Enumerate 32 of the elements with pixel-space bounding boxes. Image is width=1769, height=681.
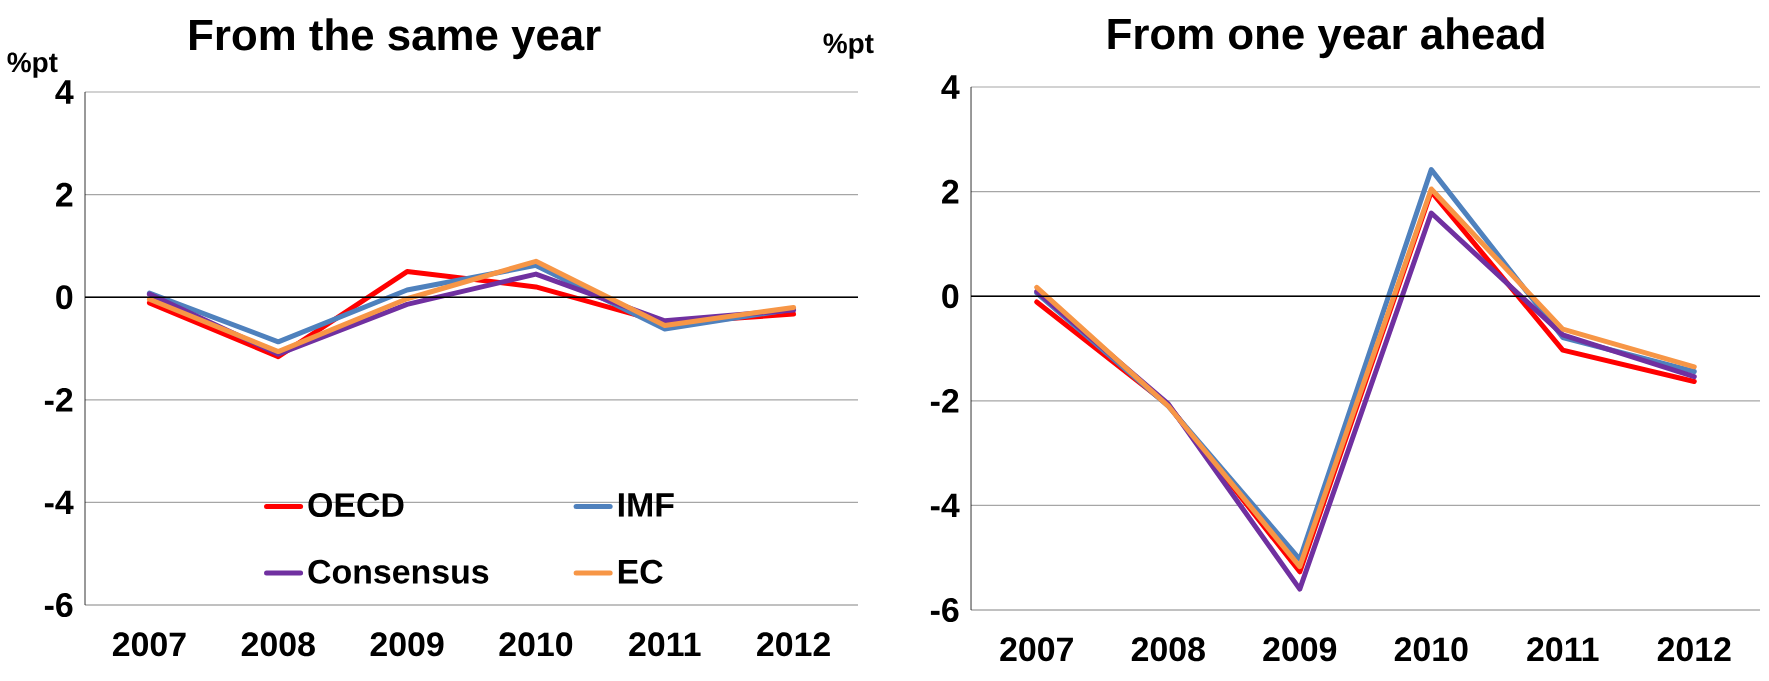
y-tick-label: 4 xyxy=(55,80,74,104)
y-tick-label: -4 xyxy=(44,490,74,515)
legend-label: OECD xyxy=(308,493,404,518)
x-tick-label: 2010 xyxy=(499,632,573,657)
x-tick-label: 2008 xyxy=(1131,637,1205,662)
y-tick-label: -2 xyxy=(44,387,73,412)
x-tick-label: 2012 xyxy=(757,632,830,657)
y-tick-label: 0 xyxy=(56,285,73,310)
x-tick-label: 2009 xyxy=(1263,637,1337,662)
y-tick-label: -2 xyxy=(930,388,959,413)
y-tick-label: 4 xyxy=(941,75,960,99)
x-tick-label: 2012 xyxy=(1657,637,1731,662)
chart-title: From one year ahead xyxy=(1108,17,1544,59)
x-tick-label: 2011 xyxy=(629,632,701,657)
legend-label: IMF xyxy=(618,493,674,517)
x-tick-label: 2010 xyxy=(1394,637,1468,662)
x-tick-label: 2007 xyxy=(112,632,186,657)
y-tick-label: -6 xyxy=(930,598,959,622)
y-tick-label: -6 xyxy=(44,593,73,617)
y-tick-label: 2 xyxy=(56,182,73,207)
x-tick-label: 2007 xyxy=(1000,637,1073,662)
y-axis-title: %pt xyxy=(823,33,874,59)
x-tick-label: 2011 xyxy=(1527,637,1599,662)
y-axis-title: %pt xyxy=(7,52,58,78)
y-tick-label: -4 xyxy=(930,493,960,518)
x-tick-label: 2008 xyxy=(241,632,315,657)
y-tick-label: 0 xyxy=(942,284,959,309)
legend-label: Consensus xyxy=(308,559,489,584)
y-tick-label: 2 xyxy=(942,179,959,204)
x-tick-label: 2009 xyxy=(370,632,444,657)
chart-title: From the same year xyxy=(190,18,601,60)
legend-label: EC xyxy=(618,559,663,584)
